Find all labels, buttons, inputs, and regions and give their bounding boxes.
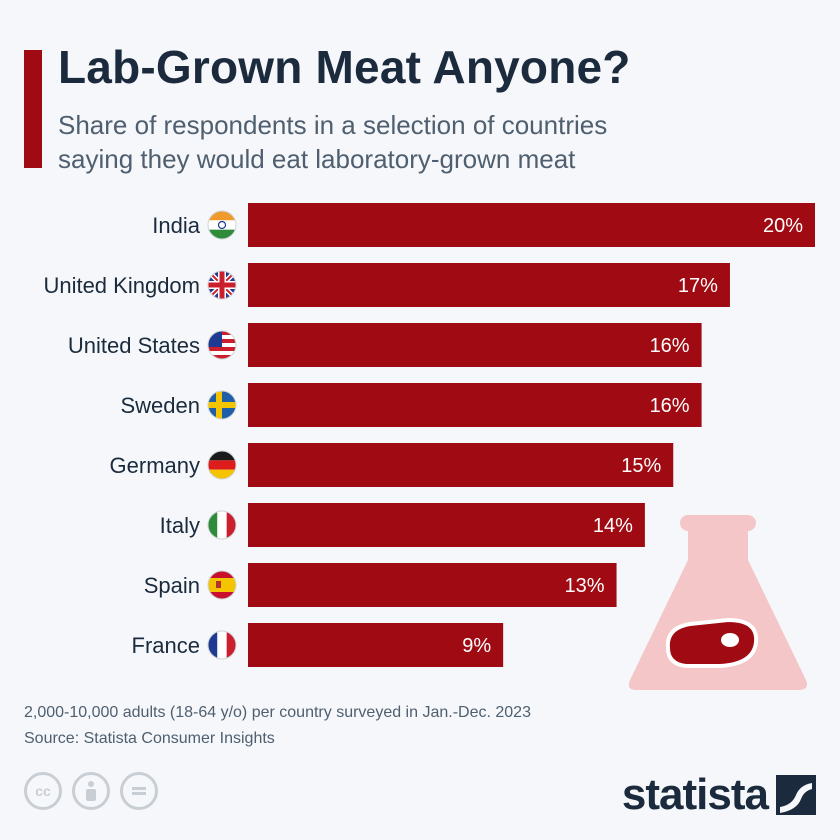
chart-title: Lab-Grown Meat Anyone?	[58, 41, 631, 93]
bar-value-label: 9%	[462, 635, 491, 657]
logo-text: statista	[621, 770, 769, 819]
bar	[248, 323, 702, 367]
subtitle-line-2: saying they would eat laboratory-grown m…	[58, 144, 576, 174]
germany-flag-icon	[208, 451, 236, 479]
bar-value-label: 16%	[650, 335, 690, 357]
category-label: United Kingdom	[43, 273, 200, 298]
bar-value-label: 20%	[763, 215, 803, 237]
bar	[248, 443, 674, 487]
bar-value-label: 16%	[650, 395, 690, 417]
license-icons: cc	[24, 772, 158, 810]
no-derivatives-icon[interactable]	[120, 772, 158, 810]
sweden-flag-icon	[208, 391, 236, 419]
attribution-icon[interactable]	[72, 772, 110, 810]
category-label: United States	[68, 333, 200, 358]
flask-rim	[680, 515, 756, 531]
equals-icon	[132, 787, 146, 795]
category-label: Germany	[110, 453, 200, 478]
bar	[248, 503, 645, 547]
category-label: France	[132, 633, 200, 658]
category-label: Sweden	[120, 393, 200, 418]
bar	[248, 563, 617, 607]
spain-flag-icon	[208, 571, 236, 599]
bar	[248, 263, 730, 307]
chart-subtitle: Share of respondents in a selection of c…	[58, 108, 778, 176]
title-accent-bar	[24, 50, 42, 168]
subtitle-line-1: Share of respondents in a selection of c…	[58, 110, 608, 140]
survey-note: 2,000-10,000 adults (18-64 y/o) per coun…	[24, 704, 531, 721]
cc-icon[interactable]: cc	[24, 772, 62, 810]
bar	[248, 623, 504, 667]
person-icon	[86, 781, 96, 801]
united-kingdom-flag-icon	[208, 271, 236, 299]
steak-shape	[665, 617, 759, 668]
steak-bone	[721, 633, 739, 647]
bar-value-label: 17%	[678, 275, 718, 297]
italy-flag-icon	[208, 511, 236, 539]
bar	[248, 203, 815, 247]
bar-value-label: 13%	[565, 575, 605, 597]
statista-logo[interactable]: statista	[622, 770, 816, 820]
france-flag-icon	[208, 631, 236, 659]
bar-value-label: 14%	[593, 515, 633, 537]
category-label: Spain	[144, 573, 200, 598]
flask-meat-icon	[628, 515, 807, 690]
bar	[248, 383, 702, 427]
footnote: 2,000-10,000 adults (18-64 y/o) per coun…	[24, 700, 531, 752]
india-flag-icon	[208, 211, 236, 239]
source-note: Source: Statista Consumer Insights	[24, 730, 275, 747]
category-label: Italy	[160, 513, 200, 538]
category-label: India	[152, 213, 200, 238]
statista-logo-mark-icon	[776, 775, 816, 815]
bar-value-label: 15%	[621, 455, 661, 477]
